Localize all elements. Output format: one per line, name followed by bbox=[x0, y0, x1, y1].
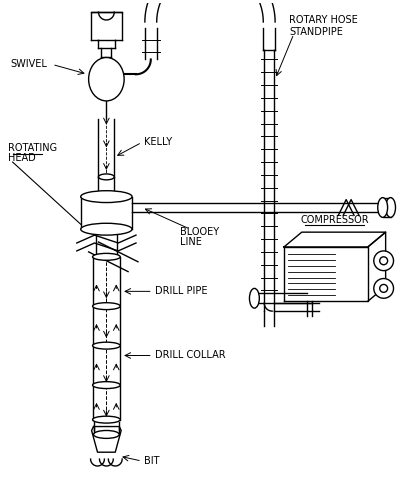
Ellipse shape bbox=[249, 288, 259, 308]
Text: BLOOEY: BLOOEY bbox=[181, 227, 220, 237]
Text: KELLY: KELLY bbox=[144, 137, 172, 148]
Ellipse shape bbox=[98, 174, 114, 180]
Ellipse shape bbox=[378, 198, 388, 217]
Ellipse shape bbox=[385, 198, 396, 217]
Text: HEAD: HEAD bbox=[8, 153, 36, 163]
Ellipse shape bbox=[93, 303, 120, 310]
Text: DRILL PIPE: DRILL PIPE bbox=[155, 286, 207, 297]
Text: COMPRESSOR: COMPRESSOR bbox=[300, 215, 369, 225]
Text: SWIVEL: SWIVEL bbox=[10, 59, 47, 70]
Ellipse shape bbox=[93, 342, 120, 349]
Text: LINE: LINE bbox=[181, 237, 202, 247]
Ellipse shape bbox=[93, 253, 120, 260]
Text: ROTARY HOSE: ROTARY HOSE bbox=[289, 15, 358, 25]
Circle shape bbox=[374, 251, 393, 271]
Ellipse shape bbox=[93, 382, 120, 389]
Ellipse shape bbox=[93, 431, 119, 438]
Ellipse shape bbox=[81, 223, 132, 235]
Text: DRILL COLLAR: DRILL COLLAR bbox=[155, 351, 225, 360]
Text: BIT: BIT bbox=[144, 456, 159, 466]
Ellipse shape bbox=[81, 191, 132, 203]
Text: STANDPIPE: STANDPIPE bbox=[289, 27, 343, 37]
Circle shape bbox=[380, 284, 388, 292]
Ellipse shape bbox=[89, 57, 124, 101]
Circle shape bbox=[380, 257, 388, 265]
Ellipse shape bbox=[93, 416, 120, 423]
Text: ROTATING: ROTATING bbox=[8, 143, 57, 153]
Circle shape bbox=[374, 279, 393, 298]
